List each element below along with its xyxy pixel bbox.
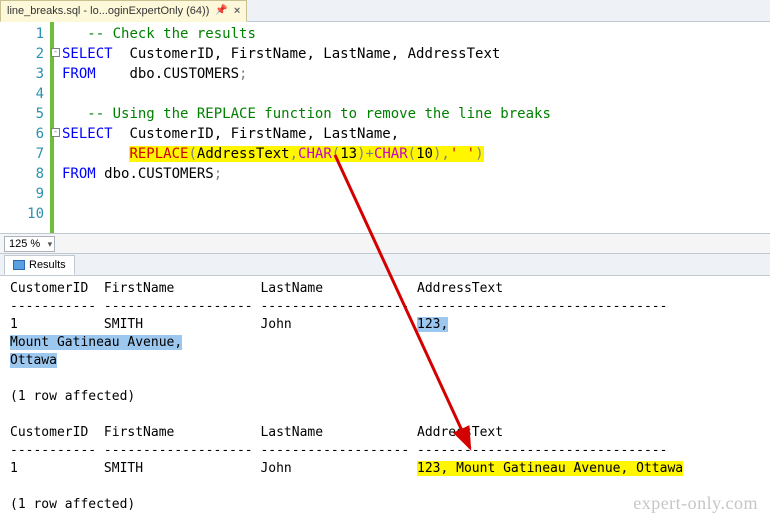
highlighted-result: 123, Mount Gatineau Avenue, Ottawa xyxy=(417,461,683,476)
results-divider: ----------- ------------------- --------… xyxy=(10,442,760,460)
results-tab[interactable]: Results xyxy=(4,255,75,275)
code-func: REPLACE xyxy=(129,146,188,162)
code-keyword: SELECT xyxy=(62,126,113,142)
code-editor[interactable]: 1 2- 3 4 5 6- 7 8 9 10 -- Check the resu… xyxy=(0,22,770,234)
results-pane[interactable]: CustomerID FirstName LastName AddressTex… xyxy=(0,276,770,518)
results-status: (1 row affected) xyxy=(10,496,760,514)
code-keyword: FROM xyxy=(62,66,96,82)
selected-text: Ottawa xyxy=(10,353,57,368)
zoom-bar: 125 % xyxy=(0,234,770,254)
results-status: (1 row affected) xyxy=(10,388,760,406)
fold-icon[interactable]: - xyxy=(51,48,60,57)
code-text: CustomerID, FirstName, LastName, Address… xyxy=(129,46,500,62)
code-keyword: SELECT xyxy=(62,46,113,62)
editor-tab-bar: line_breaks.sql - lo...oginExpertOnly (6… xyxy=(0,0,770,22)
results-tab-bar: Results xyxy=(0,254,770,276)
code-text: CustomerID, FirstName, LastName, xyxy=(129,126,399,142)
results-row: Mount Gatineau Avenue, xyxy=(10,334,760,352)
code-content[interactable]: -- Check the results SELECT CustomerID, F… xyxy=(54,22,551,233)
results-grid-icon xyxy=(13,260,25,270)
code-keyword: FROM xyxy=(62,166,96,182)
fold-icon[interactable]: - xyxy=(51,128,60,137)
pin-icon[interactable]: 📌 xyxy=(215,5,227,16)
code-comment: -- Check the results xyxy=(87,26,256,42)
line-number-gutter: 1 2- 3 4 5 6- 7 8 9 10 xyxy=(0,22,50,233)
close-tab-icon[interactable]: × xyxy=(234,5,240,17)
selected-text: 123, xyxy=(417,317,448,332)
code-text: dbo.CUSTOMERS xyxy=(129,66,239,82)
selected-text: Mount Gatineau Avenue, xyxy=(10,335,182,350)
code-text: dbo.CUSTOMERS xyxy=(104,166,214,182)
results-row: 1 SMITH John 123, xyxy=(10,316,760,334)
results-divider: ----------- ------------------- --------… xyxy=(10,298,760,316)
results-row: Ottawa xyxy=(10,352,760,370)
file-tab[interactable]: line_breaks.sql - lo...oginExpertOnly (6… xyxy=(0,0,247,22)
results-header: CustomerID FirstName LastName AddressTex… xyxy=(10,280,760,298)
file-tab-title: line_breaks.sql - lo...oginExpertOnly (6… xyxy=(7,5,209,17)
results-header: CustomerID FirstName LastName AddressTex… xyxy=(10,424,760,442)
results-tab-label: Results xyxy=(29,259,66,271)
zoom-select[interactable]: 125 % xyxy=(4,236,55,252)
code-comment: -- Using the REPLACE function to remove … xyxy=(87,106,551,122)
results-row: 1 SMITH John 123, Mount Gatineau Avenue,… xyxy=(10,460,760,478)
